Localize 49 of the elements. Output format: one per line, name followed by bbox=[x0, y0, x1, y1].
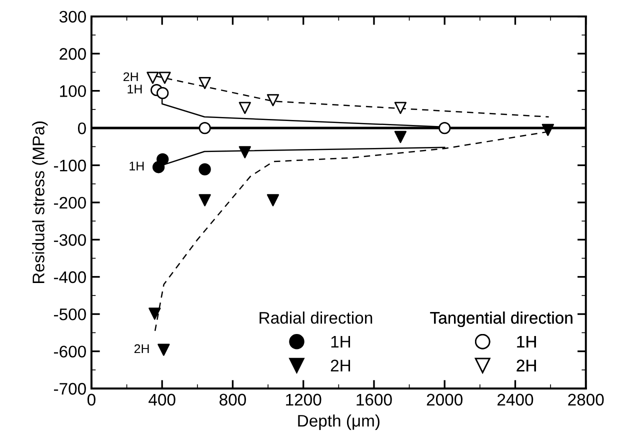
y-tick-label: -200 bbox=[54, 196, 86, 209]
point bbox=[238, 102, 251, 114]
x-tick-label: 800 bbox=[220, 394, 246, 406]
point bbox=[148, 308, 161, 320]
point bbox=[394, 102, 407, 114]
y-tick-label: -400 bbox=[54, 271, 86, 284]
y-tick-label: -100 bbox=[54, 160, 86, 172]
annotation: 2H bbox=[134, 344, 149, 354]
y-tick-label: 300 bbox=[59, 10, 86, 23]
point bbox=[438, 122, 451, 134]
y-tick-label: 0 bbox=[78, 122, 86, 134]
y-tick-label: -700 bbox=[54, 382, 86, 395]
x-tick-label: 0 bbox=[87, 394, 96, 406]
legend-label: 2H bbox=[516, 360, 536, 372]
x-tick-label: 2400 bbox=[498, 394, 534, 406]
point bbox=[158, 344, 170, 356]
x-tick-label: 2000 bbox=[426, 394, 462, 406]
point bbox=[198, 122, 211, 134]
x-tick-label: 400 bbox=[148, 394, 176, 406]
point bbox=[266, 94, 280, 106]
x-tick-label: 1600 bbox=[356, 394, 392, 406]
annotation: Radial direction bbox=[260, 312, 372, 324]
y-tick-label: -300 bbox=[54, 234, 86, 246]
point bbox=[266, 194, 280, 206]
annotation: 2H bbox=[123, 72, 138, 82]
legend-label: 2H bbox=[330, 360, 350, 372]
point bbox=[198, 76, 211, 90]
point bbox=[156, 87, 169, 100]
annotation: 1H bbox=[130, 162, 144, 170]
x-axis-title: Depth (μm) bbox=[298, 414, 380, 430]
point bbox=[198, 163, 211, 176]
legend-label: 1H bbox=[517, 336, 536, 348]
y-tick-label: -600 bbox=[54, 346, 86, 358]
point bbox=[146, 72, 159, 84]
y-tick-label: 200 bbox=[60, 48, 86, 60]
point bbox=[156, 153, 169, 166]
point bbox=[198, 194, 211, 206]
x-tick-label: 1200 bbox=[286, 394, 322, 406]
point bbox=[542, 124, 554, 136]
y-tick-label: 100 bbox=[60, 85, 86, 98]
point bbox=[158, 72, 171, 84]
y-axis-title: Residual stress (MPa) bbox=[32, 122, 48, 284]
y-tick-label: -500 bbox=[54, 308, 86, 320]
legend-label: 1H bbox=[331, 336, 350, 348]
x-tick-label: 2800 bbox=[568, 394, 604, 406]
annotation: Tangential direction bbox=[430, 312, 572, 328]
annotation: 1H bbox=[128, 84, 142, 94]
point bbox=[394, 130, 407, 144]
point bbox=[238, 146, 251, 158]
